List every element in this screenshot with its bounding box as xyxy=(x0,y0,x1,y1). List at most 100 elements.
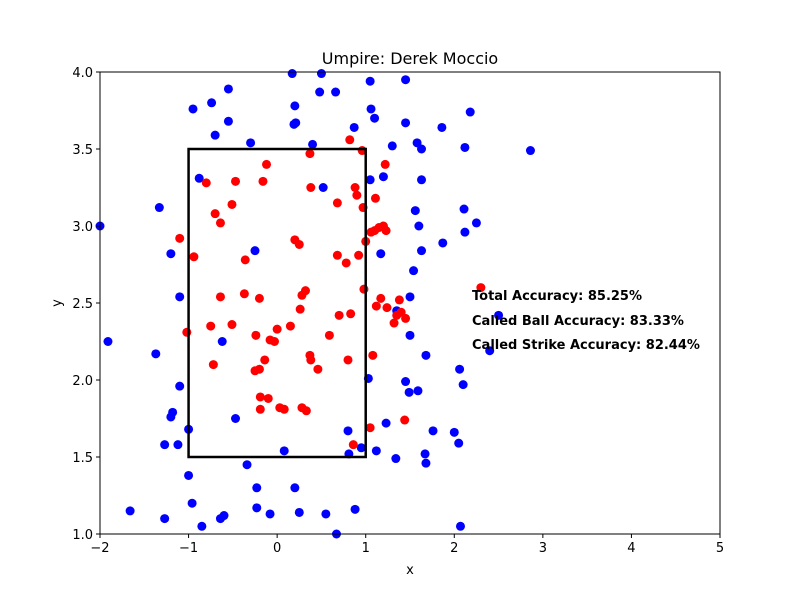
pitch-point xyxy=(260,355,270,365)
pitch-point xyxy=(401,377,411,387)
pitch-point xyxy=(460,142,470,152)
pitch-point xyxy=(352,190,362,200)
pitch-point xyxy=(242,460,252,470)
pitch-point xyxy=(208,360,218,370)
pitch-point xyxy=(246,138,256,148)
pitch-point xyxy=(223,116,233,126)
pitch-point xyxy=(175,233,185,243)
x-tick-label: 0 xyxy=(273,541,281,556)
x-tick-label: −2 xyxy=(90,541,109,556)
pitch-point xyxy=(182,327,192,337)
pitch-point xyxy=(279,446,289,456)
pitch-point xyxy=(207,98,217,108)
pitch-point xyxy=(381,418,391,428)
pitch-point xyxy=(315,87,325,97)
pitch-point xyxy=(437,122,447,132)
pitch-point xyxy=(365,175,375,185)
pitch-point xyxy=(354,250,364,260)
y-tick-label: 3.5 xyxy=(72,143,93,158)
pitch-point xyxy=(168,407,178,417)
pitch-point xyxy=(401,313,411,323)
x-tick-label: 3 xyxy=(539,541,547,556)
pitch-point xyxy=(210,209,220,219)
pitch-point xyxy=(188,104,198,114)
pitch-point xyxy=(151,349,161,359)
pitch-point xyxy=(465,107,475,117)
y-tick-label: 3.0 xyxy=(72,220,93,235)
pitch-point xyxy=(378,172,388,182)
pitch-point xyxy=(345,135,355,145)
pitch-point xyxy=(370,113,380,123)
pitch-point xyxy=(366,104,376,114)
pitch-point xyxy=(269,337,279,346)
y-axis-ticks: 1.0 1.5 2.0 2.5 3.0 3.5 4.0 xyxy=(72,66,100,543)
pitch-point xyxy=(525,146,535,156)
pitch-point xyxy=(356,443,366,453)
x-axis-label: x xyxy=(406,563,414,578)
pitch-point xyxy=(215,292,225,302)
pitch-point xyxy=(389,318,399,328)
pitch-point xyxy=(184,470,194,480)
pitch-point xyxy=(404,387,414,397)
pitch-point xyxy=(173,440,183,450)
pitch-point xyxy=(166,249,176,259)
pitch-point xyxy=(231,414,241,423)
pitch-point xyxy=(454,438,464,448)
pitch-point xyxy=(334,310,344,320)
pitch-point xyxy=(305,149,315,159)
pitch-point xyxy=(420,449,430,459)
pitch-point xyxy=(160,440,170,450)
pitch-point xyxy=(254,293,264,303)
pitch-point xyxy=(455,364,465,374)
pitch-point xyxy=(240,255,250,265)
pitch-point xyxy=(405,330,415,340)
pitch-point xyxy=(187,498,197,508)
pitch-point xyxy=(401,75,411,85)
pitch-point xyxy=(287,69,297,79)
pitch-point xyxy=(350,504,360,514)
pitch-point xyxy=(223,84,233,94)
pitch-point xyxy=(189,252,199,262)
pitch-point xyxy=(485,346,495,356)
pitch-point xyxy=(417,144,427,154)
pitch-point xyxy=(381,226,391,236)
x-tick-label: 1 xyxy=(362,541,370,556)
pitch-point xyxy=(349,122,359,132)
pitch-point xyxy=(175,292,185,302)
pitch-point xyxy=(290,483,300,493)
pitch-point xyxy=(324,330,334,340)
strike-accuracy-annotation: Called Strike Accuracy: 82.44% xyxy=(472,338,700,353)
x-tick-label: 4 xyxy=(627,541,635,556)
pitch-point xyxy=(201,178,211,188)
pitch-point xyxy=(343,355,353,365)
pitch-point xyxy=(160,514,170,524)
pitch-point xyxy=(343,426,353,436)
pitch-point xyxy=(438,238,448,248)
pitch-point xyxy=(227,320,237,330)
pitch-point xyxy=(255,404,265,414)
y-tick-label: 2.0 xyxy=(72,374,93,389)
pitch-point xyxy=(265,509,275,519)
x-tick-label: −1 xyxy=(179,541,198,556)
pitch-point xyxy=(321,509,331,519)
pitch-point xyxy=(306,355,316,365)
pitch-point xyxy=(301,406,311,416)
pitch-point xyxy=(297,290,307,300)
pitch-point xyxy=(125,506,135,516)
pitch-point xyxy=(263,393,273,403)
pitch-point xyxy=(210,130,220,140)
y-tick-label: 4.0 xyxy=(72,66,93,81)
strike-zone xyxy=(187,147,367,459)
pitch-point xyxy=(387,141,397,151)
pitch-point xyxy=(239,289,249,299)
pitch-point xyxy=(414,221,424,231)
y-tick-label: 2.5 xyxy=(72,297,93,312)
pitch-point xyxy=(371,301,381,311)
pitch-point xyxy=(341,258,351,268)
pitch-point xyxy=(368,350,378,360)
pitch-point xyxy=(417,175,427,185)
pitch-point xyxy=(294,507,304,517)
pitch-point xyxy=(217,337,227,346)
pitch-point xyxy=(391,454,401,464)
y-tick-label: 1.0 xyxy=(72,528,93,543)
